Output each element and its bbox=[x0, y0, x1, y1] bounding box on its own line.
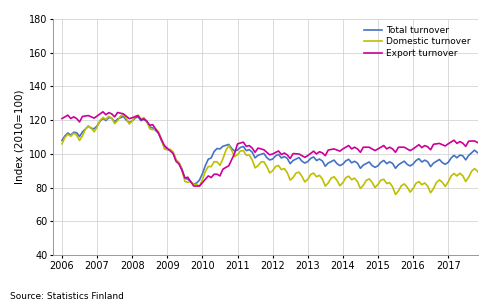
Export turnover bbox=[194, 184, 200, 188]
Domestic turnover bbox=[407, 190, 413, 194]
Total turnover bbox=[194, 181, 200, 185]
Total turnover bbox=[123, 118, 129, 122]
Total turnover bbox=[363, 162, 369, 165]
Text: Source: Statistics Finland: Source: Statistics Finland bbox=[10, 292, 124, 301]
Export turnover bbox=[363, 145, 369, 149]
Export turnover bbox=[191, 184, 197, 188]
Y-axis label: Index (2010=100): Index (2010=100) bbox=[15, 90, 25, 184]
Legend: Total turnover, Domestic turnover, Export turnover: Total turnover, Domestic turnover, Expor… bbox=[361, 23, 473, 60]
Export turnover bbox=[88, 115, 94, 119]
Domestic turnover bbox=[360, 184, 366, 187]
Export turnover bbox=[401, 145, 407, 149]
Domestic turnover bbox=[401, 182, 407, 186]
Total turnover bbox=[407, 164, 413, 168]
Total turnover bbox=[401, 159, 407, 163]
Export turnover bbox=[123, 115, 129, 118]
Export turnover bbox=[407, 149, 413, 152]
Export turnover bbox=[100, 110, 106, 114]
Total turnover bbox=[477, 151, 483, 155]
Line: Total turnover: Total turnover bbox=[62, 116, 480, 184]
Domestic turnover bbox=[59, 142, 65, 146]
Total turnover bbox=[191, 182, 197, 186]
Total turnover bbox=[88, 126, 94, 130]
Domestic turnover bbox=[392, 193, 398, 196]
Domestic turnover bbox=[123, 117, 129, 120]
Total turnover bbox=[59, 139, 65, 142]
Domestic turnover bbox=[477, 173, 483, 177]
Export turnover bbox=[477, 142, 483, 146]
Domestic turnover bbox=[88, 126, 94, 130]
Line: Export turnover: Export turnover bbox=[62, 112, 480, 186]
Line: Domestic turnover: Domestic turnover bbox=[62, 115, 480, 195]
Total turnover bbox=[120, 115, 126, 118]
Export turnover bbox=[59, 117, 65, 120]
Domestic turnover bbox=[191, 182, 197, 186]
Domestic turnover bbox=[120, 113, 126, 116]
